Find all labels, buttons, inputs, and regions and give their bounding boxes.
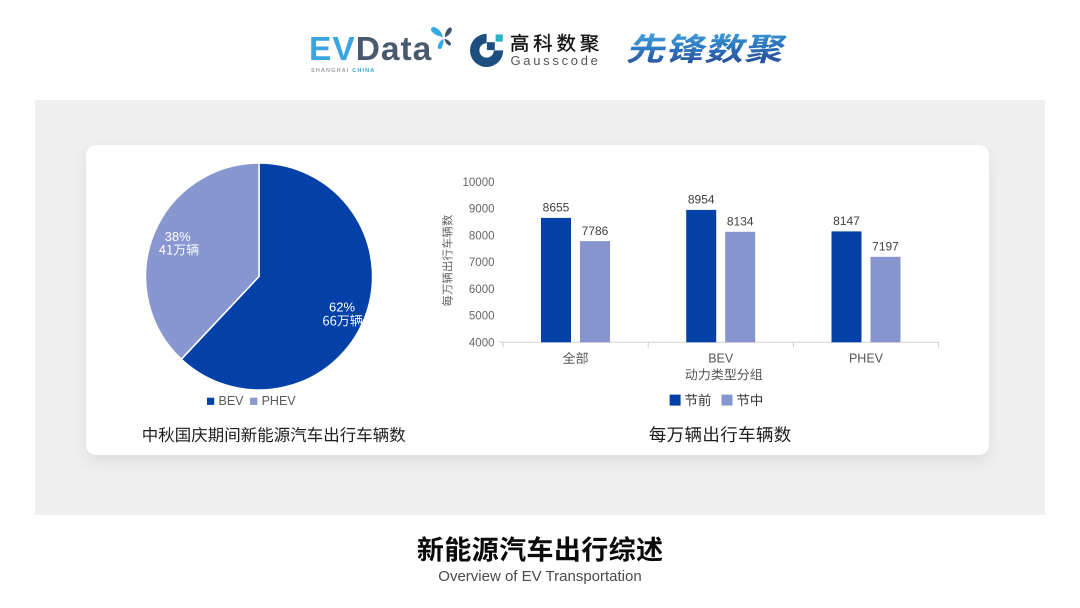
svg-text:38%: 38%	[165, 229, 191, 244]
svg-text:7786: 7786	[582, 224, 609, 238]
svg-text:8147: 8147	[833, 214, 860, 228]
svg-text:PHEV: PHEV	[849, 352, 884, 366]
svg-text:Gausscode: Gausscode	[511, 53, 601, 68]
svg-text:BEV: BEV	[708, 352, 734, 366]
svg-text:BEV: BEV	[219, 394, 245, 408]
svg-text:7197: 7197	[872, 240, 899, 254]
svg-text:10000: 10000	[463, 177, 495, 189]
svg-text:7000: 7000	[469, 257, 495, 269]
svg-text:62%: 62%	[329, 299, 355, 314]
svg-text:8000: 8000	[469, 231, 495, 243]
svg-text:6000: 6000	[469, 284, 495, 296]
svg-text:PHEV: PHEV	[262, 394, 297, 408]
svg-text:Overview of EV Transportation: Overview of EV Transportation	[438, 568, 641, 585]
svg-text:8134: 8134	[727, 215, 754, 229]
svg-text:8655: 8655	[543, 201, 570, 215]
svg-text:4000: 4000	[469, 337, 495, 349]
svg-text:8954: 8954	[688, 193, 715, 207]
svg-text:5000: 5000	[469, 311, 495, 323]
svg-text:9000: 9000	[469, 204, 495, 216]
